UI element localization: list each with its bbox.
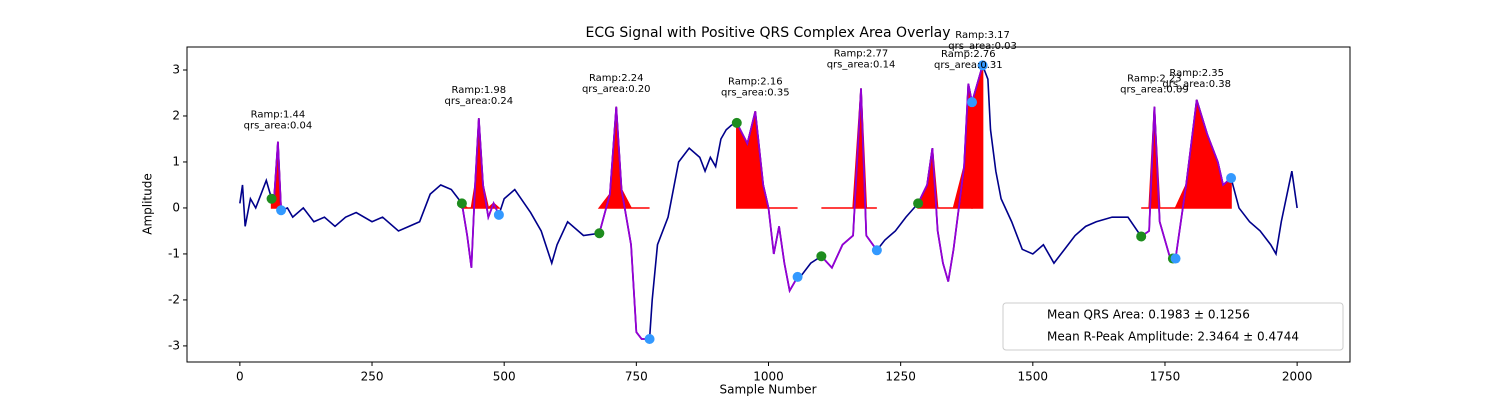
onset-point: [594, 228, 605, 239]
qrs-area-fill: [736, 111, 798, 209]
qrs-area-fill: [917, 83, 973, 209]
offset-point: [493, 209, 504, 220]
qrs-segment: [1174, 99, 1232, 259]
annotation: qrs_area:0.31: [934, 60, 1003, 71]
annotation: Ramp:2.24: [589, 73, 644, 84]
offset-point: [1170, 253, 1181, 264]
offset-point: [967, 97, 978, 108]
onset-point: [816, 251, 827, 262]
x-tick-label: 500: [493, 370, 516, 384]
y-axis-label: Amplitude: [141, 173, 155, 235]
annotation: Ramp:2.16: [728, 77, 783, 88]
x-tick-label: 250: [361, 370, 384, 384]
onset-point: [731, 117, 742, 128]
onset-point: [913, 198, 924, 209]
y-tick-label: -1: [168, 246, 180, 260]
x-tick-label: 2000: [1282, 370, 1313, 384]
annotation: qrs_area:0.24: [445, 96, 514, 107]
onset-point: [456, 198, 467, 209]
x-tick-label: 750: [625, 370, 648, 384]
annotation: qrs_area:0.09: [1120, 84, 1189, 95]
annotation: qrs_area:0.14: [827, 60, 896, 71]
qrs-segment: [735, 111, 799, 294]
annotation: qrs_area:0.04: [244, 121, 313, 132]
y-tick-label: 0: [172, 200, 180, 214]
offset-point: [792, 271, 803, 282]
chart-title: ECG Signal with Positive QRS Complex Are…: [586, 25, 951, 41]
offset-point: [977, 60, 988, 71]
y-tick-label: -3: [168, 338, 180, 352]
legend-entry: Mean R-Peak Amplitude: 2.3464 ± 0.4744: [1047, 330, 1299, 344]
legend-box: [1002, 302, 1344, 351]
y-tick-label: 1: [172, 154, 180, 168]
x-tick-label: 1750: [1150, 370, 1181, 384]
annotation: qrs_area:0.38: [1162, 79, 1231, 90]
qrs-area-fill: [1174, 99, 1232, 209]
offset-point: [1226, 173, 1237, 184]
x-tick-label: 1250: [885, 370, 916, 384]
qrs-segment: [598, 106, 650, 340]
qrs-segment: [461, 118, 500, 268]
annotation: qrs_area:0.35: [721, 88, 790, 99]
onset-point: [1136, 231, 1147, 242]
qrs-area-fill: [597, 106, 650, 209]
annotation: Ramp:1.98: [452, 85, 507, 96]
qrs-area-fill: [821, 88, 877, 209]
y-tick-label: 2: [172, 108, 180, 122]
annotation: Ramp:2.35: [1169, 68, 1224, 79]
qrs-segment: [917, 83, 973, 282]
ecg-line: [239, 62, 1298, 340]
offset-point: [276, 205, 287, 216]
x-axis-label: Sample Number: [719, 383, 816, 397]
qrs-segment: [971, 65, 984, 103]
annotation: Ramp:1.44: [251, 110, 306, 121]
x-tick-label: 0: [236, 370, 244, 384]
offset-point: [644, 334, 655, 345]
legend-entry: Mean QRS Area: 0.1983 ± 0.1256: [1047, 308, 1250, 322]
x-tick-label: 1500: [1018, 370, 1049, 384]
onset-point: [266, 193, 277, 204]
y-tick-label: 3: [172, 62, 180, 76]
y-tick-label: -2: [168, 292, 180, 306]
offset-point: [871, 245, 882, 256]
annotation: Ramp:2.76: [941, 49, 996, 60]
qrs-segment: [1140, 106, 1176, 260]
annotation: qrs_area:0.20: [582, 84, 651, 95]
x-tick-label: 1000: [753, 370, 784, 384]
annotation: Ramp:2.77: [834, 49, 889, 60]
annotation: Ramp:2.23: [1127, 73, 1182, 84]
annotation: Ramp:3.17: [955, 30, 1010, 41]
qrs-segment: [820, 88, 878, 270]
